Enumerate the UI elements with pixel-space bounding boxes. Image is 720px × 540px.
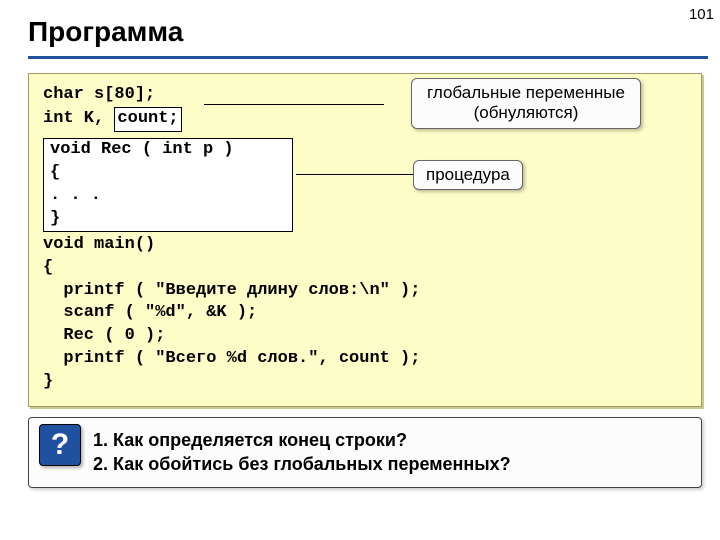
main-7: }: [43, 371, 687, 394]
callout-procedure: процедура: [413, 160, 523, 190]
title-underline: [28, 56, 708, 59]
callout-procedure-pointer: [296, 174, 413, 175]
procedure-box: void Rec ( int p ) { . . . }: [43, 138, 293, 232]
code-block: глобальные переменные (обнуляются) char …: [28, 73, 702, 407]
proc-l4: }: [50, 208, 286, 231]
code-line-2a: int K,: [43, 109, 114, 128]
callout-globals-l1: глобальные переменные: [424, 83, 628, 103]
callout-globals-l2: (обнуляются): [424, 103, 628, 123]
callout-globals: глобальные переменные (обнуляются): [411, 78, 641, 129]
page-title: Программа: [0, 0, 720, 56]
question-1: 1. Как определяется конец строки?: [93, 428, 689, 452]
proc-l1: void Rec ( int p ): [50, 139, 286, 162]
count-highlight: count;: [114, 107, 181, 132]
proc-l3: . . .: [50, 185, 286, 208]
callout-procedure-text: процедура: [426, 165, 510, 184]
question-2: 2. Как обойтись без глобальных переменны…: [93, 452, 689, 476]
question-badge: ?: [39, 424, 81, 466]
main-3: printf ( "Введите длину слов:\n" );: [43, 280, 687, 303]
question-box: ? 1. Как определяется конец строки? 2. К…: [28, 417, 702, 488]
page-number: 101: [689, 6, 714, 23]
main-1: void main(): [43, 234, 687, 257]
main-2: {: [43, 257, 687, 280]
proc-l2: {: [50, 162, 286, 185]
main-6: printf ( "Всего %d слов.", count );: [43, 348, 687, 371]
main-5: Rec ( 0 );: [43, 325, 687, 348]
callout-globals-pointer: [204, 104, 384, 105]
main-4: scanf ( "%d", &K );: [43, 302, 687, 325]
